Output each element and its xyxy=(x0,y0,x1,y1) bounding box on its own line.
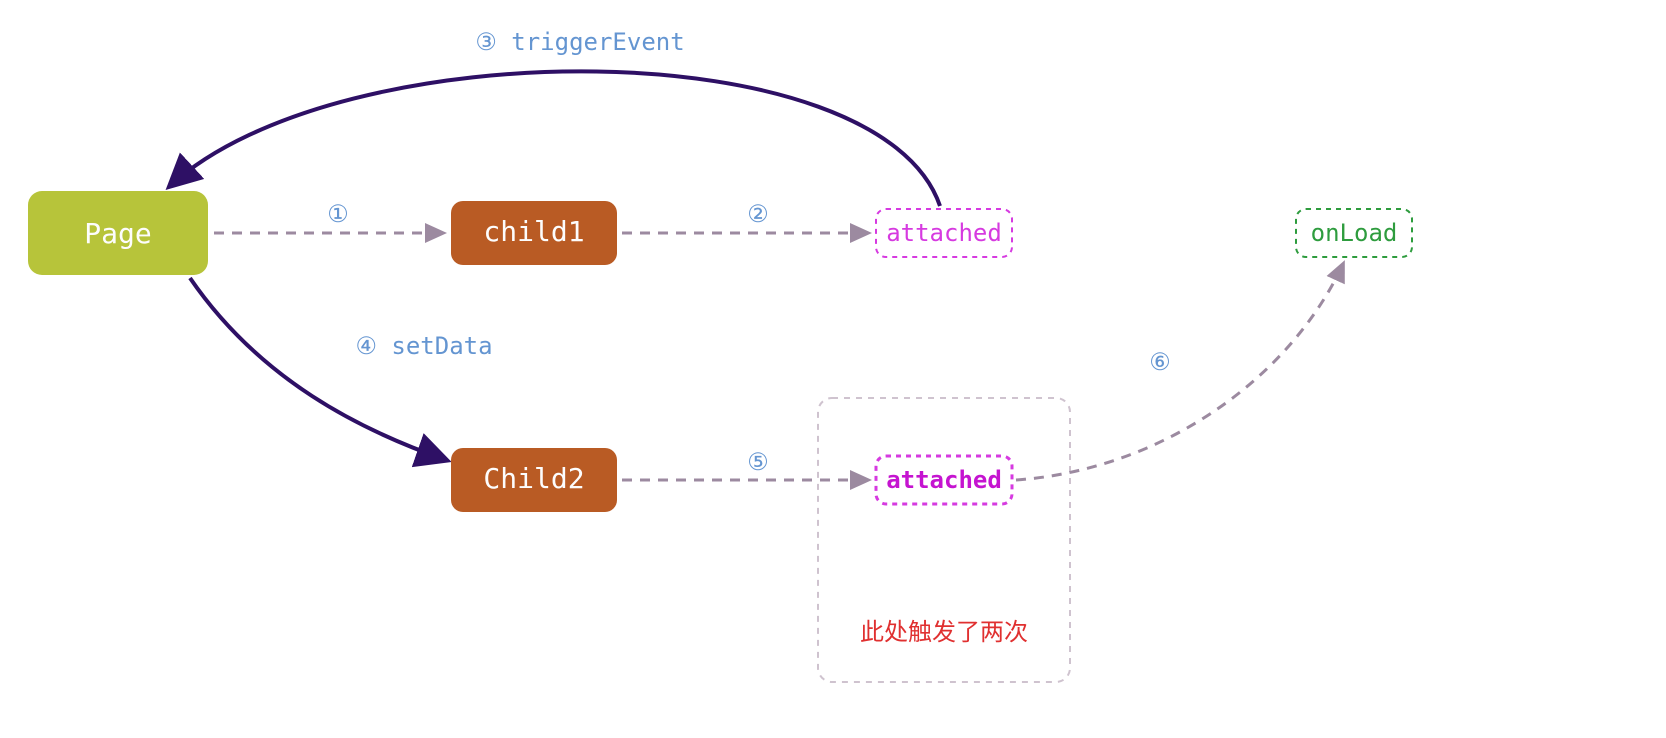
edge-5-label: ⑤ xyxy=(747,448,769,476)
node-onload: onLoad xyxy=(1296,209,1412,257)
edge-2-label: ② xyxy=(747,200,769,228)
node-page-label: Page xyxy=(84,217,151,250)
edge-4 xyxy=(190,278,446,460)
node-child1-label: child1 xyxy=(483,215,584,248)
edge-6 xyxy=(1016,262,1344,480)
node-attached-1: attached xyxy=(876,209,1012,257)
node-page: Page xyxy=(28,191,208,275)
node-child2: Child2 xyxy=(451,448,617,512)
edge-3 xyxy=(170,71,940,206)
node-attached-1-label: attached xyxy=(886,219,1002,247)
note-text: 此处触发了两次 xyxy=(860,619,1028,646)
node-attached-2: attached xyxy=(876,456,1012,504)
node-attached-2-label: attached xyxy=(886,466,1002,494)
edge-6-label: ⑥ xyxy=(1149,348,1171,376)
edge-3-label: ③ triggerEvent xyxy=(475,28,684,56)
flow-diagram: Page child1 Child2 attached attached onL… xyxy=(0,0,1666,738)
edge-4-label: ④ setData xyxy=(355,332,492,360)
node-onload-label: onLoad xyxy=(1311,219,1398,247)
edge-1-label: ① xyxy=(327,200,349,228)
node-child1: child1 xyxy=(451,201,617,265)
node-child2-label: Child2 xyxy=(483,462,584,495)
